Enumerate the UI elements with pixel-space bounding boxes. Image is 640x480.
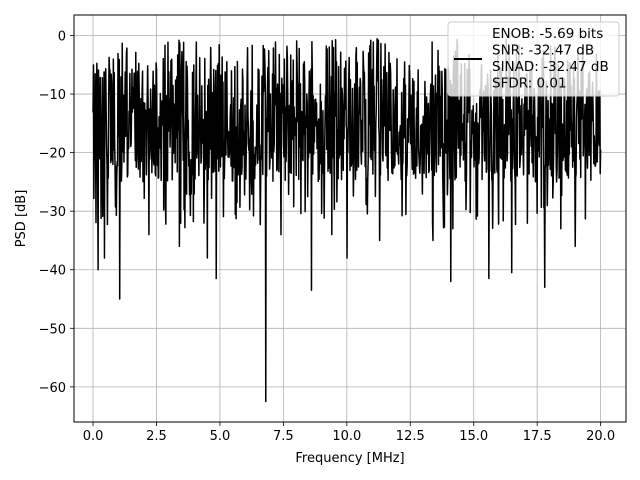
psd-series-line <box>92 37 602 403</box>
x-tick-label: 15.0 <box>459 429 488 444</box>
x-tick-label: 5.0 <box>210 429 231 444</box>
y-tick-label: 0 <box>58 29 66 44</box>
x-axis-label: Frequency [MHz] <box>295 451 404 466</box>
y-tick-label: −20 <box>39 147 66 162</box>
legend-box <box>447 21 620 97</box>
legend: ENOB: -5.69 bits SNR: -32.47 dB SINAD: -32… <box>447 21 620 97</box>
y-tick-label: −30 <box>39 205 66 220</box>
x-tick-label: 2.5 <box>146 429 167 444</box>
y-axis-label: PSD [dB] <box>14 190 29 248</box>
legend-entry: ENOB: -5.69 bits SNR: -32.47 dB SINAD: -32… <box>492 26 609 92</box>
y-tick-label: −10 <box>39 88 66 103</box>
x-tick-label: 0.0 <box>83 429 104 444</box>
y-tick-label: −50 <box>39 322 66 337</box>
x-tick-label: 7.5 <box>273 429 294 444</box>
plot-area <box>92 37 602 403</box>
x-tick-label: 20.0 <box>586 429 615 444</box>
axes-frame <box>73 14 627 423</box>
y-tick-label: −60 <box>39 381 66 396</box>
ticks: 0.0 2.5 5.0 7.5 10.0 12.5 15.0 17.5 20.0 0 −10 −20 −… <box>39 29 616 444</box>
x-tick-label: 12.5 <box>396 429 425 444</box>
x-tick-label: 10.0 <box>332 429 361 444</box>
x-tick-label: 17.5 <box>523 429 552 444</box>
y-tick-label: −40 <box>39 264 66 279</box>
